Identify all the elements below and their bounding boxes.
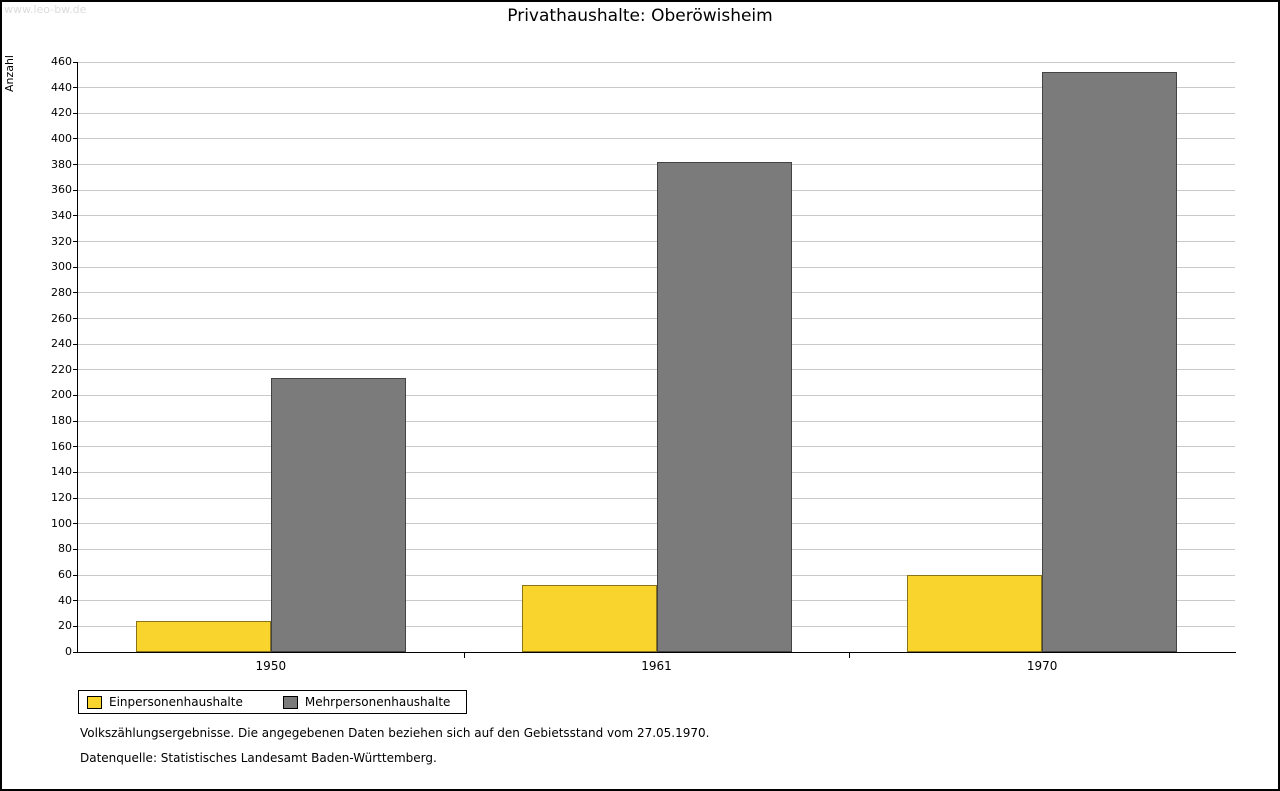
bar <box>135 621 271 652</box>
y-axis-tick <box>73 651 78 653</box>
y-tick-label: 140 <box>51 465 72 479</box>
y-tick-label: 120 <box>51 491 72 505</box>
y-tick-label: 360 <box>51 183 72 197</box>
y-axis-tick <box>73 292 78 294</box>
y-axis-label: Anzahl <box>3 55 16 93</box>
y-tick-label: 200 <box>51 388 72 402</box>
bar <box>521 585 657 652</box>
gridline <box>78 61 1235 63</box>
legend-item: Mehrpersonenhaushalte <box>282 695 451 709</box>
y-tick-label: 20 <box>58 619 72 633</box>
y-tick-label: 240 <box>51 337 72 351</box>
legend-label: Mehrpersonenhaushalte <box>304 695 451 709</box>
y-axis-tick <box>73 61 78 63</box>
y-axis-tick <box>73 548 78 550</box>
y-axis-tick <box>73 394 78 396</box>
y-axis-tick <box>73 574 78 576</box>
legend: Einpersonenhaushalte Mehrpersonenhaushalt… <box>78 690 468 714</box>
y-tick-label: 0 <box>65 645 72 658</box>
y-axis-tick <box>73 138 78 140</box>
y-axis-tick <box>73 318 78 320</box>
legend-item: Einpersonenhaushalte <box>87 695 243 709</box>
x-category-label: 1950 <box>255 659 287 673</box>
gridline <box>78 87 1235 89</box>
y-tick-label: 420 <box>51 106 72 120</box>
gridline <box>78 138 1235 140</box>
y-tick-label: 280 <box>51 285 72 299</box>
y-axis-tick <box>73 369 78 371</box>
y-axis-tick <box>73 164 78 166</box>
y-axis-tick <box>73 471 78 473</box>
y-axis-tick <box>73 523 78 525</box>
y-tick-label: 400 <box>51 131 72 145</box>
y-tick-label: 380 <box>51 157 72 171</box>
gridline <box>78 112 1235 114</box>
y-axis-tick <box>73 497 78 499</box>
y-tick-label: 340 <box>51 208 72 222</box>
y-tick-label: 180 <box>51 414 72 428</box>
y-axis-tick <box>73 189 78 191</box>
watermark-text: www.leo-bw.de <box>4 3 87 16</box>
x-axis-tick <box>849 653 851 658</box>
y-tick-label: 80 <box>58 542 72 556</box>
y-axis-tick <box>73 215 78 217</box>
y-axis-tick <box>73 343 78 345</box>
y-axis-tick <box>73 625 78 627</box>
y-axis-tick <box>73 112 78 114</box>
datasource-text: Datenquelle: Statistisches Landesamt Bad… <box>80 751 437 765</box>
y-tick-label: 460 <box>51 55 72 68</box>
y-tick-label: 60 <box>58 568 72 582</box>
bar <box>907 575 1043 652</box>
plot-area <box>77 62 1236 653</box>
legend-swatch <box>87 695 102 709</box>
bar <box>656 162 792 652</box>
y-axis-tick <box>73 600 78 602</box>
x-category-label: 1970 <box>1026 659 1058 673</box>
bar <box>270 377 406 652</box>
y-tick-label: 300 <box>51 260 72 274</box>
y-axis-tick <box>73 241 78 243</box>
bar <box>1042 72 1178 652</box>
footnote-text: Volkszählungsergebnisse. Die angegebenen… <box>80 726 710 740</box>
legend-swatch <box>282 695 298 709</box>
y-tick-label: 440 <box>51 80 72 94</box>
y-tick-label: 320 <box>51 234 72 248</box>
y-axis-tick <box>73 420 78 422</box>
y-axis-tick <box>73 87 78 89</box>
y-tick-label: 260 <box>51 311 72 325</box>
x-category-label: 1961 <box>641 659 672 673</box>
y-tick-label: 160 <box>51 439 72 453</box>
y-axis-tick <box>73 266 78 268</box>
y-tick-label: 40 <box>58 593 72 607</box>
y-axis-tick <box>73 446 78 448</box>
chart-title: Privathaushalte: Oberöwisheim <box>507 6 773 26</box>
y-tick-label: 100 <box>51 516 72 530</box>
legend-label: Einpersonenhaushalte <box>109 695 243 709</box>
x-axis-tick <box>463 653 465 658</box>
y-tick-label: 220 <box>51 362 72 376</box>
